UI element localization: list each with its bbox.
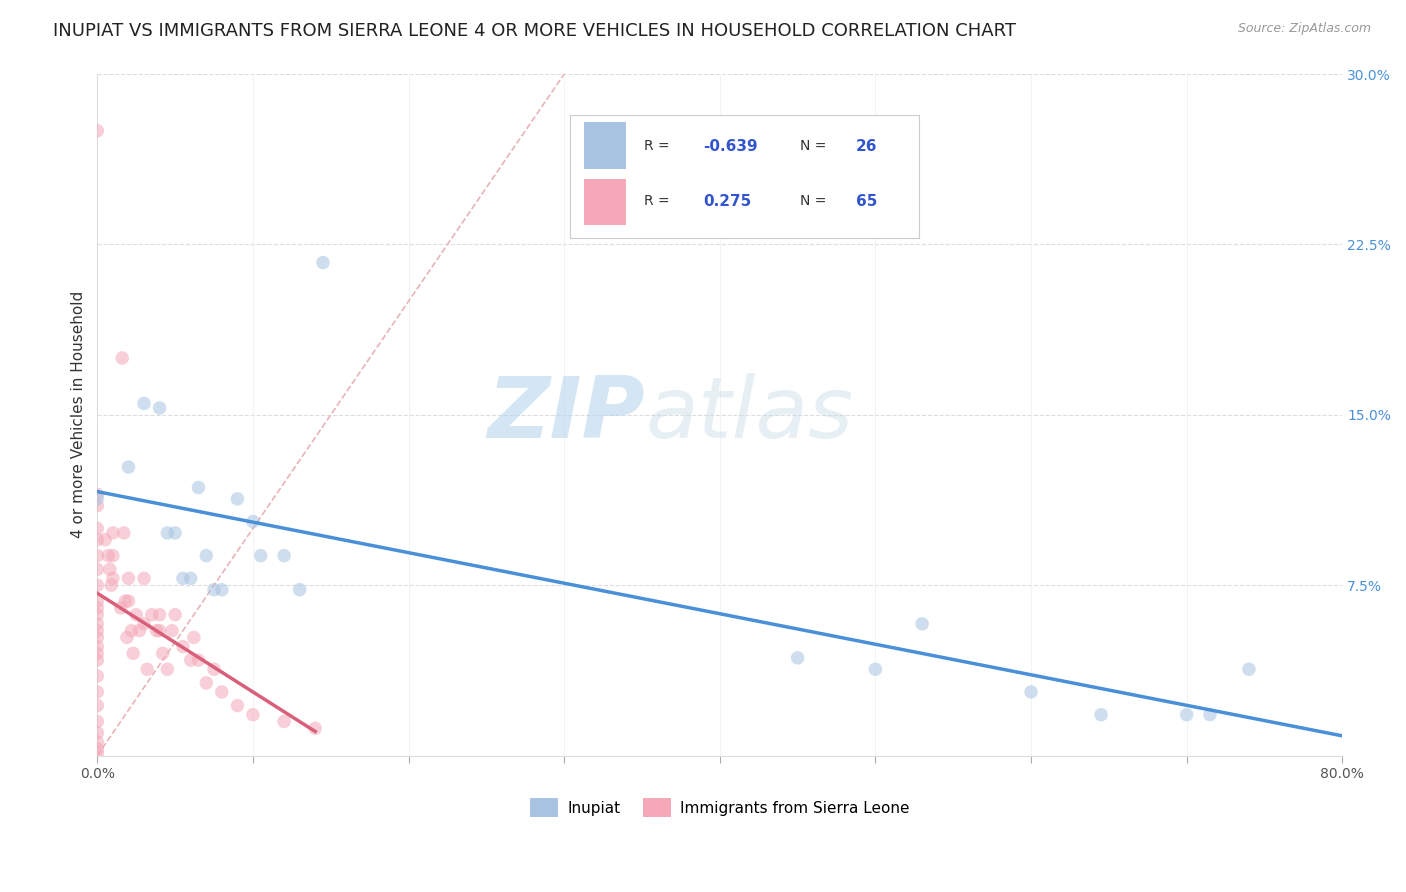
- Point: [195, 676, 218, 690]
- Point: [132, 616, 155, 631]
- Point: [187, 653, 209, 667]
- Point: [112, 525, 135, 540]
- Point: [128, 624, 150, 638]
- Point: [86, 747, 108, 761]
- Point: [115, 631, 138, 645]
- Text: INUPIAT VS IMMIGRANTS FROM SIERRA LEONE 4 OR MORE VEHICLES IN HOUSEHOLD CORRELAT: INUPIAT VS IMMIGRANTS FROM SIERRA LEONE …: [53, 22, 1017, 40]
- Point: [86, 698, 108, 713]
- Point: [111, 351, 134, 365]
- Point: [165, 525, 187, 540]
- Point: [86, 549, 108, 563]
- Point: [117, 460, 139, 475]
- Point: [86, 607, 108, 622]
- Point: [172, 640, 194, 654]
- Point: [86, 741, 108, 756]
- Point: [187, 481, 209, 495]
- Point: [86, 521, 108, 535]
- Point: [1090, 707, 1112, 722]
- Legend: Inupiat, Immigrants from Sierra Leone: Inupiat, Immigrants from Sierra Leone: [524, 792, 915, 823]
- Point: [86, 646, 108, 660]
- Text: atlas: atlas: [645, 373, 853, 457]
- Point: [1237, 662, 1260, 676]
- Point: [86, 594, 108, 608]
- Point: [865, 662, 887, 676]
- Point: [125, 607, 148, 622]
- Point: [101, 525, 124, 540]
- Point: [94, 533, 117, 547]
- Point: [86, 562, 108, 576]
- Point: [141, 607, 163, 622]
- Point: [100, 578, 122, 592]
- Point: [86, 653, 108, 667]
- Text: ZIP: ZIP: [488, 373, 645, 457]
- Point: [101, 549, 124, 563]
- Point: [156, 662, 179, 676]
- Point: [226, 491, 249, 506]
- Point: [86, 714, 108, 729]
- Point: [86, 487, 108, 501]
- Point: [1019, 685, 1042, 699]
- Point: [86, 669, 108, 683]
- Point: [86, 499, 108, 513]
- Point: [160, 624, 183, 638]
- Y-axis label: 4 or more Vehicles in Household: 4 or more Vehicles in Household: [72, 291, 86, 539]
- Point: [180, 653, 202, 667]
- Text: Source: ZipAtlas.com: Source: ZipAtlas.com: [1237, 22, 1371, 36]
- Point: [242, 515, 264, 529]
- Point: [149, 624, 172, 638]
- Point: [117, 594, 139, 608]
- Point: [149, 401, 172, 415]
- Point: [1199, 707, 1222, 722]
- Point: [86, 726, 108, 740]
- Point: [165, 607, 187, 622]
- Point: [273, 549, 295, 563]
- Point: [211, 582, 233, 597]
- Point: [86, 624, 108, 638]
- Point: [202, 662, 225, 676]
- Point: [110, 601, 132, 615]
- Point: [172, 571, 194, 585]
- Point: [86, 631, 108, 645]
- Point: [249, 549, 271, 563]
- Point: [86, 685, 108, 699]
- Point: [1175, 707, 1198, 722]
- Point: [86, 533, 108, 547]
- Point: [273, 714, 295, 729]
- Point: [86, 601, 108, 615]
- Point: [149, 607, 172, 622]
- Point: [145, 624, 167, 638]
- Point: [202, 582, 225, 597]
- Point: [122, 646, 145, 660]
- Point: [226, 698, 249, 713]
- Point: [183, 631, 205, 645]
- Point: [152, 646, 174, 660]
- Point: [786, 651, 808, 665]
- Point: [98, 562, 121, 576]
- Point: [86, 640, 108, 654]
- Point: [242, 707, 264, 722]
- Point: [97, 549, 120, 563]
- Point: [86, 491, 108, 506]
- Point: [114, 594, 136, 608]
- Point: [136, 662, 159, 676]
- Point: [304, 721, 326, 735]
- Point: [132, 396, 155, 410]
- Point: [180, 571, 202, 585]
- Point: [156, 525, 179, 540]
- Point: [86, 578, 108, 592]
- Point: [117, 571, 139, 585]
- Point: [86, 124, 108, 138]
- Point: [211, 685, 233, 699]
- Point: [101, 571, 124, 585]
- Point: [132, 571, 155, 585]
- Point: [86, 616, 108, 631]
- Point: [288, 582, 311, 597]
- Point: [195, 549, 218, 563]
- Point: [121, 624, 143, 638]
- Point: [312, 255, 335, 269]
- Point: [911, 616, 934, 631]
- Point: [86, 735, 108, 749]
